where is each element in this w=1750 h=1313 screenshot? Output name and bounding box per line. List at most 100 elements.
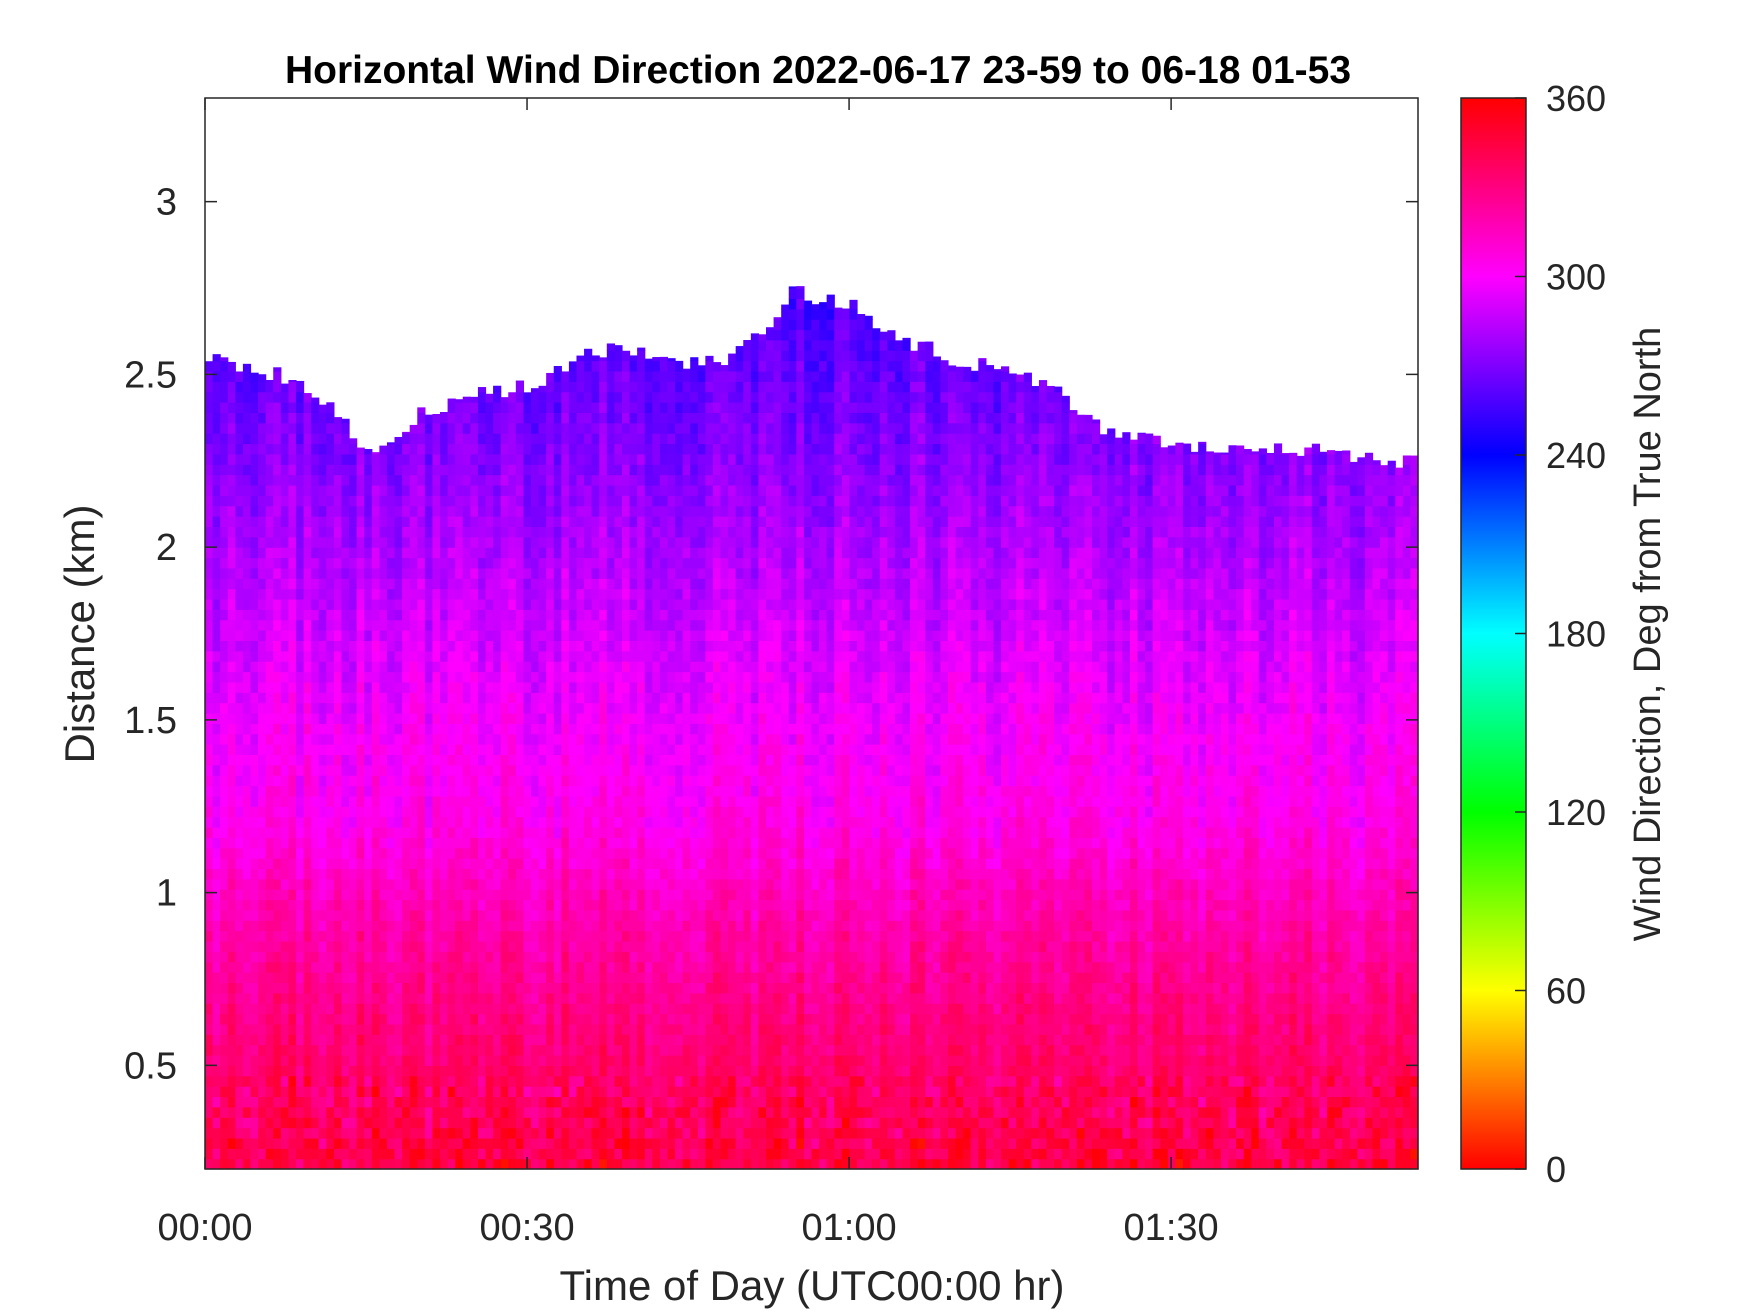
heatmap-cell — [417, 858, 426, 870]
heatmap-cell — [523, 1096, 532, 1108]
heatmap-cell — [333, 785, 343, 797]
heatmap-cell — [644, 360, 653, 372]
heatmap-cell — [644, 712, 653, 724]
heatmap-cell — [637, 1003, 646, 1015]
heatmap-cell — [379, 972, 388, 984]
heatmap-cell — [614, 578, 623, 590]
heatmap-cell — [667, 640, 676, 652]
heatmap-cell — [318, 806, 327, 818]
heatmap-cell — [386, 712, 396, 724]
heatmap-cell — [675, 650, 684, 662]
heatmap-cell — [500, 785, 509, 797]
heatmap-cell — [455, 681, 464, 693]
heatmap-cell — [515, 598, 525, 610]
heatmap-cell — [523, 785, 532, 797]
heatmap-cell — [621, 671, 631, 683]
heatmap-cell — [280, 391, 289, 403]
heatmap-cell — [295, 464, 305, 476]
heatmap-cell — [318, 1054, 327, 1066]
heatmap-cell — [273, 1106, 282, 1118]
heatmap-cell — [667, 847, 676, 859]
heatmap-cell — [455, 816, 464, 828]
heatmap-cell — [606, 930, 615, 942]
heatmap-cell — [409, 744, 418, 756]
heatmap-cell — [561, 609, 570, 621]
heatmap-cell — [591, 1044, 600, 1056]
heatmap-cell — [280, 681, 289, 693]
heatmap-cell — [546, 816, 555, 828]
heatmap-cell — [462, 516, 471, 527]
heatmap-cell — [455, 1023, 464, 1035]
heatmap-cell — [606, 754, 615, 766]
heatmap-cell — [364, 640, 373, 652]
heatmap-cell — [432, 619, 441, 631]
heatmap-cell — [591, 1013, 600, 1025]
heatmap-cell — [515, 495, 525, 507]
heatmap-cell — [333, 961, 343, 973]
heatmap-cell — [227, 484, 236, 496]
heatmap-cell — [637, 619, 646, 631]
heatmap-cell — [280, 795, 289, 807]
heatmap-cell — [675, 858, 684, 870]
heatmap-cell — [242, 484, 252, 496]
heatmap-cell — [500, 402, 509, 413]
heatmap-cell — [500, 1148, 509, 1160]
heatmap-cell — [584, 961, 593, 973]
heatmap-cell — [485, 412, 494, 424]
heatmap-cell — [667, 899, 676, 911]
heatmap-cell — [265, 681, 274, 693]
heatmap-cell — [561, 671, 570, 683]
heatmap-cell — [250, 661, 259, 673]
heatmap-cell — [447, 1054, 456, 1066]
heatmap-cell — [303, 847, 312, 859]
heatmap-cell — [402, 1075, 411, 1087]
heatmap-cell — [614, 775, 623, 787]
heatmap-cell — [530, 826, 540, 838]
heatmap-cell — [242, 1003, 252, 1015]
heatmap-cell — [561, 878, 570, 890]
heatmap-cell — [394, 909, 403, 921]
heatmap-cell — [250, 847, 259, 859]
heatmap-cell — [250, 567, 259, 579]
heatmap-cell — [538, 567, 547, 579]
heatmap-cell — [591, 816, 600, 828]
heatmap-cell — [333, 992, 343, 1004]
heatmap-cell — [530, 1065, 540, 1077]
heatmap-cell — [546, 598, 555, 610]
heatmap-cell — [235, 1044, 244, 1056]
heatmap-cell — [250, 940, 259, 952]
heatmap-cell — [280, 433, 289, 445]
heatmap-cell — [690, 402, 699, 413]
heatmap-cell — [553, 785, 562, 797]
heatmap-cell — [265, 464, 274, 476]
heatmap-cell — [637, 1106, 646, 1118]
heatmap-cell — [462, 536, 471, 548]
heatmap-cell — [591, 453, 600, 465]
heatmap-cell — [280, 526, 289, 538]
heatmap-cell — [584, 702, 593, 714]
heatmap-cell — [568, 433, 578, 445]
heatmap-cell — [250, 650, 259, 662]
heatmap-cell — [637, 837, 646, 849]
heatmap-cell — [576, 443, 585, 455]
heatmap-cell — [303, 972, 312, 984]
heatmap-cell — [402, 505, 411, 517]
heatmap-cell — [629, 355, 638, 362]
heatmap-cell — [652, 505, 661, 517]
heatmap-cell — [455, 1034, 464, 1046]
heatmap-cell — [682, 557, 691, 569]
heatmap-cell — [303, 661, 312, 673]
heatmap-cell — [447, 398, 456, 403]
heatmap-cell — [682, 381, 691, 393]
heatmap-cell — [295, 992, 305, 1004]
heatmap-cell — [250, 547, 259, 559]
heatmap-cell — [417, 1034, 426, 1046]
heatmap-cell — [318, 1117, 327, 1129]
heatmap-cell — [523, 858, 532, 870]
heatmap-cell — [538, 536, 547, 548]
heatmap-cell — [440, 474, 449, 486]
heatmap-cell — [629, 1086, 638, 1098]
heatmap-cell — [288, 1013, 297, 1025]
heatmap-cell — [318, 443, 327, 455]
heatmap-cell — [280, 1075, 289, 1087]
